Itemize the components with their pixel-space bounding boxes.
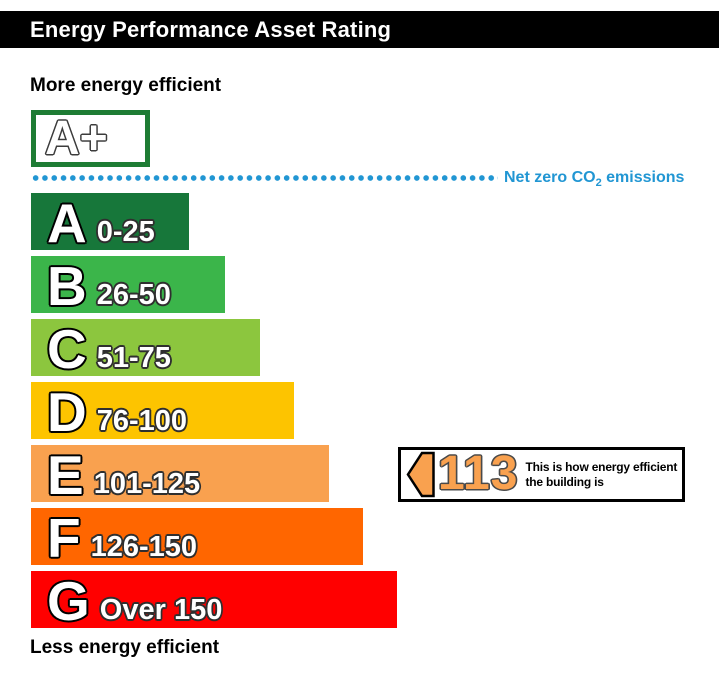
band-range-c: 51-75 [96,342,171,375]
net-zero-label-pre: Net zero CO [504,169,596,186]
band-row-b: B 26-50 [31,255,225,318]
band-range-a: 0-25 [96,216,155,249]
band-letter-g: G [47,570,90,633]
indicator-description-line1: This is how energy efficient [525,460,678,475]
header-bar: Energy Performance Asset Rating [0,11,719,48]
left-arrow-icon [406,451,435,498]
indicator-value: 113 [438,447,519,501]
more-efficient-label: More energy efficient [30,75,222,96]
band-row-f: F 126-150 [31,507,363,570]
band-letter-a: A [47,192,87,255]
band-range-e: 101-125 [93,468,201,501]
aplus-badge-text: A+ [45,111,108,165]
band-range-d: 76-100 [96,405,188,438]
aplus-badge: A+ [31,110,150,167]
band-row-e: E 101-125 [31,444,329,507]
band-row-d: D 76-100 [31,381,294,444]
band-row-c: C 51-75 [31,318,260,381]
band-letter-e: E [47,444,84,507]
band-range-f: 126-150 [90,531,198,564]
band-range-b: 26-50 [96,279,171,312]
indicator-description: This is how energy efficient the buildin… [525,460,677,489]
band-letter-c: C [47,318,87,381]
page-title: Energy Performance Asset Rating [30,16,392,42]
net-zero-label-sub: 2 [595,177,602,190]
band-range-g: Over 150 [99,594,223,627]
indicator-description-line2: the building is [525,474,604,489]
band-row-a: A 0-25 [31,192,189,255]
band-letter-b: B [47,255,87,318]
band-letter-d: D [47,381,87,444]
net-zero-label: Net zero CO2 emissions [504,169,684,189]
less-efficient-label: Less energy efficient [30,637,220,658]
band-letter-f: F [47,507,81,570]
band-row-g: G Over 150 [31,570,397,633]
net-zero-label-post: emissions [601,169,685,186]
current-rating-indicator: 113 This is how energy efficient the bui… [398,447,685,502]
net-zero-dotted-line [31,173,498,183]
